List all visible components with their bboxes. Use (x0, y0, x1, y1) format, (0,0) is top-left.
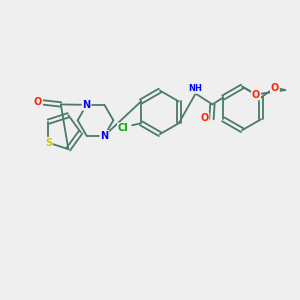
Text: O: O (34, 98, 42, 107)
Text: Cl: Cl (118, 123, 129, 133)
Text: O: O (271, 82, 279, 93)
Text: N: N (100, 131, 109, 141)
Text: S: S (45, 138, 52, 148)
Text: O: O (200, 113, 208, 123)
Text: O: O (252, 89, 260, 100)
Text: N: N (82, 100, 91, 110)
Text: NH: NH (189, 84, 202, 93)
